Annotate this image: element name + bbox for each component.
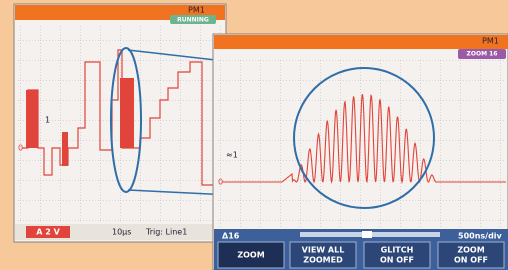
left-pulse-block	[26, 90, 38, 148]
left-burst	[120, 78, 134, 148]
left-badge: RUNNING	[177, 17, 209, 24]
softkey-label: ON OFF	[454, 256, 488, 265]
softkey-label: ZOOM	[237, 251, 264, 260]
scene: PM1 RUNNING 1 0 A 2 V 10µs Trig: Line1 P…	[0, 0, 508, 270]
softkey-label: VIEW ALL	[302, 246, 345, 255]
right-header	[214, 35, 508, 49]
softkey-label: ZOOMED	[303, 256, 343, 265]
zoom-position-marker	[362, 231, 372, 238]
softkey-label: GLITCH	[381, 246, 414, 255]
right-screen: PM1 ZOOM 16 ≈1 0 Δ16 500ns/div ZOOM VIEW …	[213, 34, 508, 270]
left-trigger: Trig: Line1	[145, 228, 187, 237]
softkey-label: ON OFF	[380, 256, 414, 265]
right-timebase: 500ns/div	[458, 232, 503, 241]
right-channel-marker: ≈1	[226, 151, 238, 160]
right-zoom-factor: Δ16	[222, 232, 240, 241]
left-range: A 2 V	[36, 228, 60, 237]
left-timebase: 10µs	[112, 228, 131, 237]
left-zero-marker: 0	[18, 144, 23, 153]
left-status: PM1	[188, 6, 205, 15]
right-status: PM1	[482, 37, 499, 46]
left-pulse-burst	[62, 132, 68, 166]
left-channel-marker: 1	[45, 116, 50, 125]
softkey-label: ZOOM	[457, 246, 484, 255]
right-grid	[218, 60, 506, 228]
right-zero-marker: 0	[218, 178, 223, 187]
page: PM1 RUNNING 1 0 A 2 V 10µs Trig: Line1 P…	[0, 0, 508, 270]
left-screen: PM1 RUNNING 1 0 A 2 V 10µs Trig: Line1	[14, 4, 226, 242]
right-badge: ZOOM 16	[467, 51, 498, 58]
